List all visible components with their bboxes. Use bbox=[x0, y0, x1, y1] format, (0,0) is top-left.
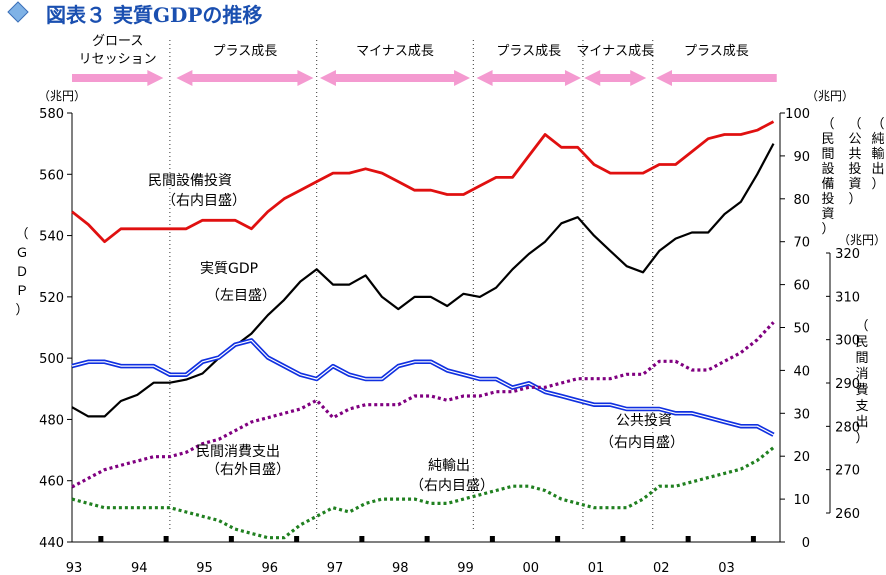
left-tick-label: 560 bbox=[39, 168, 64, 183]
phase-arrow bbox=[72, 70, 164, 86]
right-inner-unit-label: （兆円） bbox=[806, 89, 854, 103]
x-tick-mark bbox=[424, 536, 430, 542]
consumption-line bbox=[71, 321, 775, 489]
x-tick-label: 03 bbox=[718, 561, 735, 575]
phase-label: プラス成長 bbox=[213, 44, 278, 59]
phase-arrow bbox=[584, 70, 647, 86]
x-tick-mark bbox=[555, 536, 561, 542]
right-outer-tick-label: 270 bbox=[835, 464, 860, 479]
x-tick-mark bbox=[294, 536, 300, 542]
right-inner-tick-label: 10 bbox=[793, 493, 810, 508]
investment-label: 民間設備投資 bbox=[148, 173, 232, 189]
phase-label: マイナス成長 bbox=[576, 44, 654, 59]
x-tick-label: 01 bbox=[588, 561, 605, 575]
right-inner-tick-label: 100 bbox=[785, 107, 810, 122]
left-tick-label: 440 bbox=[39, 536, 64, 551]
x-tick-label: 96 bbox=[261, 561, 278, 575]
x-tick-label: 98 bbox=[392, 561, 409, 575]
x-tick-label: 99 bbox=[457, 561, 474, 575]
series-lines bbox=[71, 120, 775, 540]
x-tick-mark bbox=[228, 536, 234, 542]
right-inner-axis-ticks: 0 10 20 30 40 50 60 70 80 90 100 bbox=[780, 107, 810, 551]
x-tick-mark bbox=[685, 536, 691, 542]
right-outer-tick-label: 320 bbox=[835, 247, 860, 262]
left-axis-ticks: 440 460 480 500 520 540 560 580 bbox=[39, 107, 72, 551]
x-tick-label: 95 bbox=[196, 561, 213, 575]
x-tick-label: 97 bbox=[327, 561, 344, 575]
x-tick-label: 00 bbox=[523, 561, 540, 575]
x-tick-label: 02 bbox=[653, 561, 670, 575]
right-outer-tick-label: 260 bbox=[835, 507, 860, 522]
x-axis-ticks: 93 94 95 96 97 98 99 00 01 02 03 bbox=[66, 536, 756, 575]
left-tick-label: 500 bbox=[39, 352, 64, 367]
phase-label: グロース bbox=[92, 34, 143, 49]
left-axis-title: （ＧＤＰ） bbox=[15, 227, 28, 318]
left-tick-label: 580 bbox=[39, 107, 64, 122]
right-outer-tick-label: 300 bbox=[835, 334, 860, 349]
chart-title: 図表３ 実質GDPの推移 bbox=[46, 3, 262, 27]
gdp-axis-note: （左目盛） bbox=[206, 288, 276, 304]
net-export-line bbox=[71, 446, 775, 540]
x-tick-mark bbox=[98, 536, 104, 542]
right-outer-axis-ticks: 260 270 280 290 300 310 320 bbox=[826, 247, 860, 522]
phase-label: マイナス成長 bbox=[356, 44, 434, 59]
right-outer-tick-label: 290 bbox=[835, 377, 860, 392]
right-outer-unit-label: （兆円） bbox=[838, 233, 886, 247]
left-tick-label: 480 bbox=[39, 413, 64, 428]
right-inner-tick-label: 60 bbox=[793, 279, 810, 294]
right-outer-tick-label: 280 bbox=[835, 420, 860, 435]
x-tick-label: 93 bbox=[66, 561, 83, 575]
public-inv-axis-note: （右内目盛） bbox=[600, 435, 684, 451]
phase-label: プラス成長 bbox=[496, 44, 561, 59]
vertical-axis-titles: （ＧＤＰ） （民間設備投資） （公共投資） （純輸出） （民間消費支出） bbox=[15, 117, 884, 446]
phase-arrow bbox=[319, 70, 471, 86]
net-export-axis-note: （右内目盛） bbox=[410, 478, 494, 494]
left-tick-label: 540 bbox=[39, 230, 64, 245]
consumption-label: 民間消費支出 bbox=[196, 444, 280, 460]
right-inner-axis-title: （公共投資） bbox=[848, 117, 861, 207]
consumption-axis-note: （右外目盛） bbox=[206, 462, 290, 478]
title-group: 図表３ 実質GDPの推移 bbox=[7, 1, 262, 27]
right-inner-axis-title: （民間設備投資） bbox=[821, 117, 834, 237]
diamond-icon bbox=[7, 1, 29, 23]
left-tick-label: 460 bbox=[39, 475, 64, 490]
phase-label: プラス成長 bbox=[684, 44, 749, 59]
x-tick-mark bbox=[163, 536, 169, 542]
phase-label: リセッション bbox=[79, 52, 157, 67]
investment-line bbox=[71, 120, 775, 244]
phase-arrow bbox=[176, 70, 314, 86]
right-inner-tick-label: 0 bbox=[802, 536, 810, 551]
right-outer-axis-title: （民間消費支出） bbox=[855, 319, 868, 446]
right-inner-tick-label: 30 bbox=[793, 407, 810, 422]
x-tick-mark bbox=[489, 536, 495, 542]
left-unit-label: （兆円） bbox=[38, 89, 86, 103]
left-tick-label: 520 bbox=[39, 291, 64, 306]
series-annotations: 民間設備投資 （右内目盛） 実質GDP （左目盛） 民間消費支出 （右外目盛） … bbox=[148, 173, 684, 494]
phase-arrow bbox=[656, 70, 777, 86]
phase-divider-lines bbox=[169, 40, 654, 530]
right-outer-tick-label: 310 bbox=[835, 290, 860, 305]
right-inner-tick-label: 40 bbox=[793, 364, 810, 379]
x-tick-label: 94 bbox=[131, 561, 148, 575]
gdp-label: 実質GDP bbox=[200, 261, 258, 277]
right-inner-tick-label: 50 bbox=[793, 322, 810, 337]
right-inner-tick-label: 20 bbox=[793, 450, 810, 465]
public-inv-label: 公共投資 bbox=[616, 413, 672, 429]
public-investment-line-inner bbox=[71, 339, 774, 436]
right-inner-tick-label: 90 bbox=[793, 150, 810, 165]
right-inner-axis-title: （純輸出） bbox=[871, 117, 884, 192]
right-inner-tick-label: 80 bbox=[793, 193, 810, 208]
x-tick-mark bbox=[750, 536, 756, 542]
right-inner-tick-label: 70 bbox=[793, 236, 810, 251]
phase-arrow bbox=[476, 70, 581, 86]
gdp-line bbox=[71, 143, 775, 418]
net-export-label: 純輸出 bbox=[428, 458, 470, 474]
x-tick-mark bbox=[359, 536, 365, 542]
investment-axis-note: （右内目盛） bbox=[162, 193, 246, 209]
x-tick-mark bbox=[620, 536, 626, 542]
